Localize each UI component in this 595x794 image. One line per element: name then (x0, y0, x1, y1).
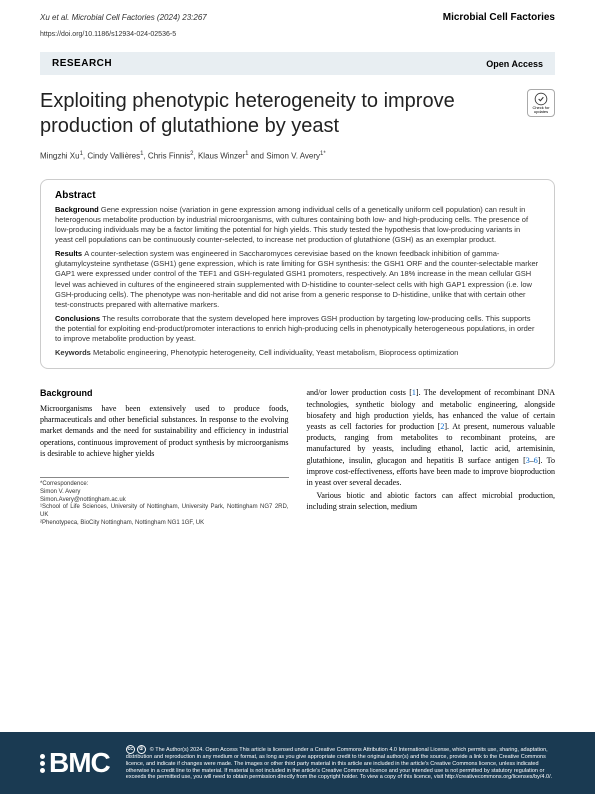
correspondence-block: *Correspondence: Simon V. Avery Simon.Av… (40, 477, 289, 528)
check-badge-text: Check for updates (528, 106, 554, 114)
page-header: Xu et al. Microbial Cell Factories (2024… (0, 0, 595, 31)
keywords: Keywords Metabolic engineering, Phenotyp… (55, 348, 540, 358)
col2-paragraph-2: Various biotic and abiotic factors can a… (307, 490, 556, 512)
check-circle-icon (534, 92, 548, 106)
cc-icons: cc① (126, 745, 146, 754)
abstract-results: Results A counter-selection system was e… (55, 249, 540, 310)
background-paragraph-1: Microorganisms have been extensively use… (40, 403, 289, 459)
abstract-box: Abstract Background Gene expression nois… (40, 179, 555, 370)
abstract-background-label: Background (55, 205, 99, 214)
license-text: cc①© The Author(s) 2024. Open Access Thi… (126, 745, 555, 782)
col2-paragraph-1: and/or lower production costs [1]. The d… (307, 387, 556, 488)
citation: Xu et al. Microbial Cell Factories (2024… (40, 13, 207, 22)
keywords-text: Metabolic engineering, Phenotypic hetero… (93, 348, 458, 357)
bmc-logo: BMC (40, 747, 110, 779)
abstract-results-label: Results (55, 249, 82, 258)
license-body: © The Author(s) 2024. Open Access This a… (126, 747, 552, 781)
bmc-dots-icon (40, 754, 45, 773)
bmc-text: BMC (49, 747, 110, 779)
correspondence-label: *Correspondence: (40, 481, 289, 489)
title-area: Exploiting phenotypic heterogeneity to i… (0, 75, 595, 147)
article-title: Exploiting phenotypic heterogeneity to i… (40, 89, 555, 139)
background-heading: Background (40, 387, 289, 400)
correspondence-email: Simon.Avery@nottingham.ac.uk (40, 497, 289, 505)
abstract-background: Background Gene expression noise (variat… (55, 205, 540, 246)
open-access-label: Open Access (486, 59, 543, 69)
affiliation-1: ¹School of Life Sciences, University of … (40, 504, 289, 520)
doi: https://doi.org/10.1186/s12934-024-02536… (0, 31, 595, 38)
abstract-heading: Abstract (55, 190, 540, 201)
column-left: Background Microorganisms have been exte… (40, 387, 289, 527)
affiliation-2: ²Phenotypeca, BioCity Nottingham, Nottin… (40, 520, 289, 528)
abstract-conclusions-label: Conclusions (55, 314, 100, 323)
abstract-results-text: A counter-selection system was engineere… (55, 249, 538, 309)
keywords-label: Keywords (55, 348, 91, 357)
article-type-bar: RESEARCH Open Access (40, 52, 555, 75)
journal-name: Microbial Cell Factories (443, 12, 555, 23)
by-icon: ① (137, 745, 146, 754)
abstract-conclusions: Conclusions The results corroborate that… (55, 314, 540, 344)
article-type: RESEARCH (52, 58, 112, 69)
correspondence-name: Simon V. Avery (40, 489, 289, 497)
body-columns: Background Microorganisms have been exte… (0, 375, 595, 527)
check-updates-badge[interactable]: Check for updates (527, 89, 555, 117)
abstract-background-text: Gene expression noise (variation in gene… (55, 205, 528, 244)
column-right: and/or lower production costs [1]. The d… (307, 387, 556, 527)
abstract-conclusions-text: The results corroborate that the system … (55, 314, 534, 343)
cc-icon: cc (126, 745, 135, 754)
footer: BMC cc①© The Author(s) 2024. Open Access… (0, 732, 595, 794)
authors: Mingzhi Xu1, Cindy Vallières1, Chris Fin… (0, 147, 595, 173)
